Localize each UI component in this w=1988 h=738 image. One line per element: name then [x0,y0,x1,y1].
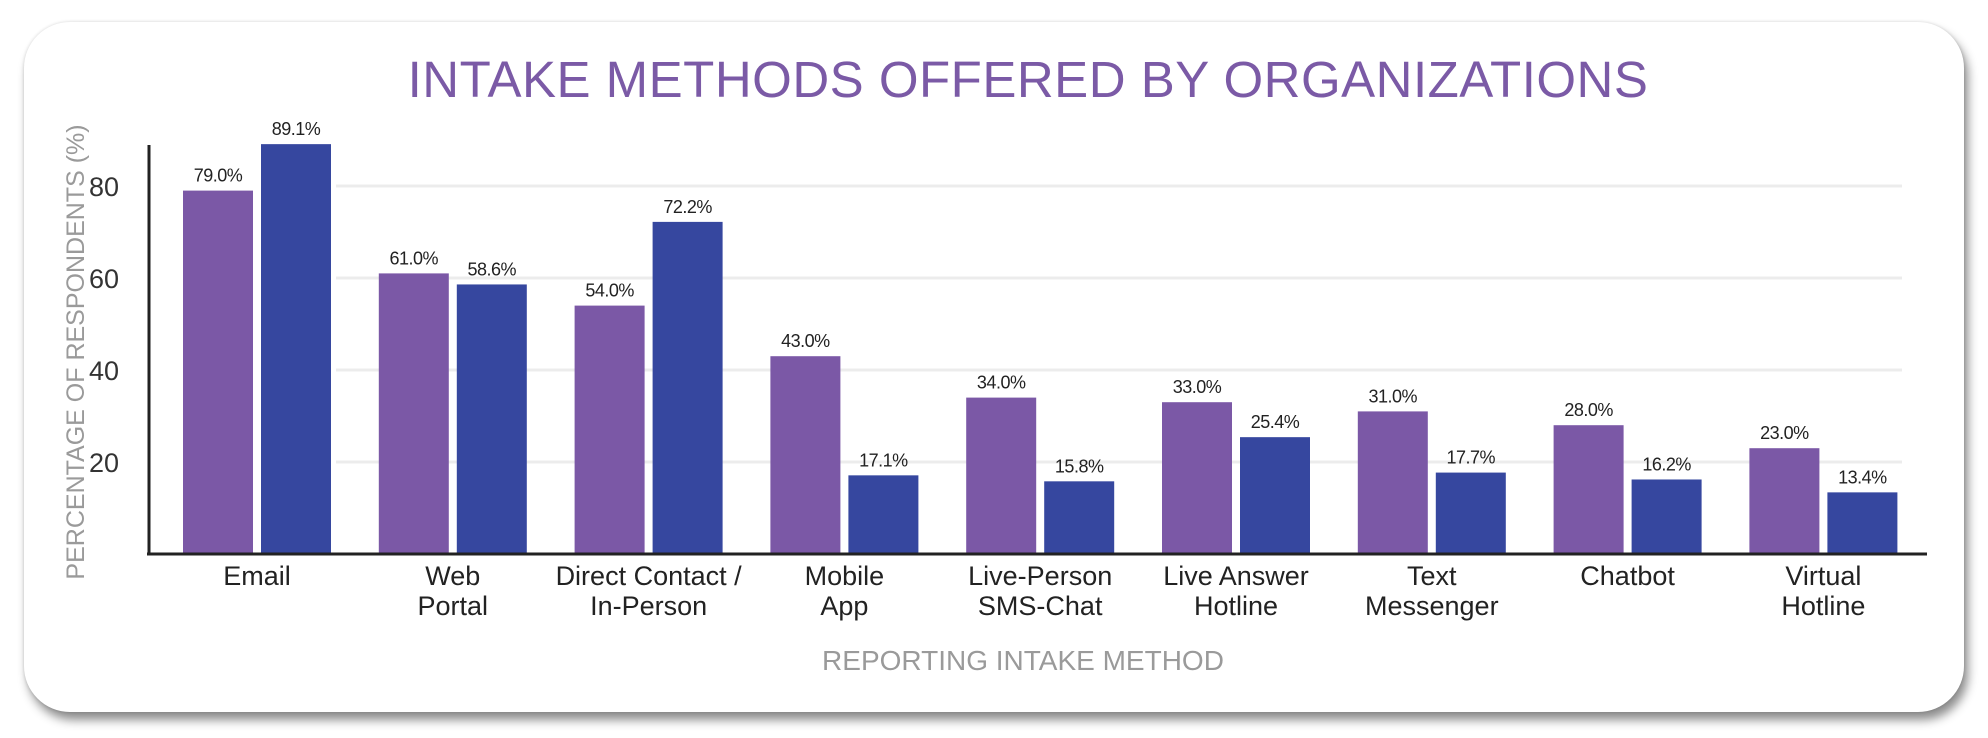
y-tick-label: 80 [89,172,119,202]
category-label: App [820,591,868,621]
bar-1 [1162,402,1232,554]
data-label: 34.0% [977,373,1026,393]
category-label: Text [1407,561,1457,591]
bar-2 [1435,472,1506,554]
bar-1 [1357,411,1428,554]
category-label: Live-Person [968,561,1112,591]
data-label: 16.2% [1642,454,1691,474]
chart-card [24,22,1964,712]
bar-1 [1749,448,1820,554]
bar-2 [1044,481,1115,554]
y-tick-label: 60 [89,264,119,294]
data-label: 72.2% [663,197,712,217]
data-label: 15.8% [1055,456,1104,476]
chart-title: INTAKE METHODS OFFERED BY ORGANIZATIONS [408,51,1649,108]
category-label: Mobile [805,561,885,591]
y-axis-label: PERCENTAGE OF RESPONDENTS (%) [62,124,90,579]
data-label: 33.0% [1173,377,1222,397]
bar-2 [1240,437,1310,554]
y-axis-ticks: 20 40 60 80 [89,172,119,478]
data-label: 58.6% [468,259,517,279]
category-label: In-Person [590,591,707,621]
data-label: 25.4% [1251,412,1300,432]
category-label: Live Answer [1163,561,1309,591]
category-label: Direct Contact / [556,561,743,591]
category-label: SMS-Chat [978,591,1103,621]
bar-2 [261,144,331,554]
category-label: Virtual [1785,561,1861,591]
bar-2 [456,284,527,554]
category-label: Hotline [1194,591,1278,621]
bar-2 [848,475,919,554]
bar-1 [378,273,449,554]
category-label: Email [223,561,291,591]
bar-1 [966,397,1037,554]
category-label: Portal [418,591,489,621]
data-label: 23.0% [1760,423,1809,443]
bars [183,144,1898,554]
data-label: 31.0% [1369,386,1418,406]
data-label: 79.0% [194,166,243,186]
y-tick-label: 20 [89,448,119,478]
data-label: 13.4% [1838,467,1887,487]
data-label: 28.0% [1564,400,1613,420]
data-label: 54.0% [585,281,634,301]
bar-1 [574,305,645,554]
bar-2 [1631,479,1702,554]
data-label: 43.0% [781,331,830,351]
category-label: Web [425,561,480,591]
category-label: Messenger [1365,591,1499,621]
data-label: 17.7% [1447,448,1496,468]
bar-1 [770,356,841,554]
data-label: 61.0% [390,248,439,268]
data-label: 89.1% [272,119,321,139]
bar-1 [1553,425,1624,554]
x-axis-label: REPORTING INTAKE METHOD [822,645,1224,676]
gridlines [336,184,1902,464]
bar-2 [652,221,723,554]
y-tick-label: 40 [89,356,119,386]
value-labels: 79.0% 89.1% 61.0% 58.6% 54.0% 72.2% 43.0% 17.1%… [194,119,1888,487]
bar-1 [183,190,253,554]
category-label: Chatbot [1580,561,1675,591]
bar-2 [1827,492,1898,554]
category-label: Hotline [1781,591,1865,621]
data-label: 17.1% [859,450,908,470]
